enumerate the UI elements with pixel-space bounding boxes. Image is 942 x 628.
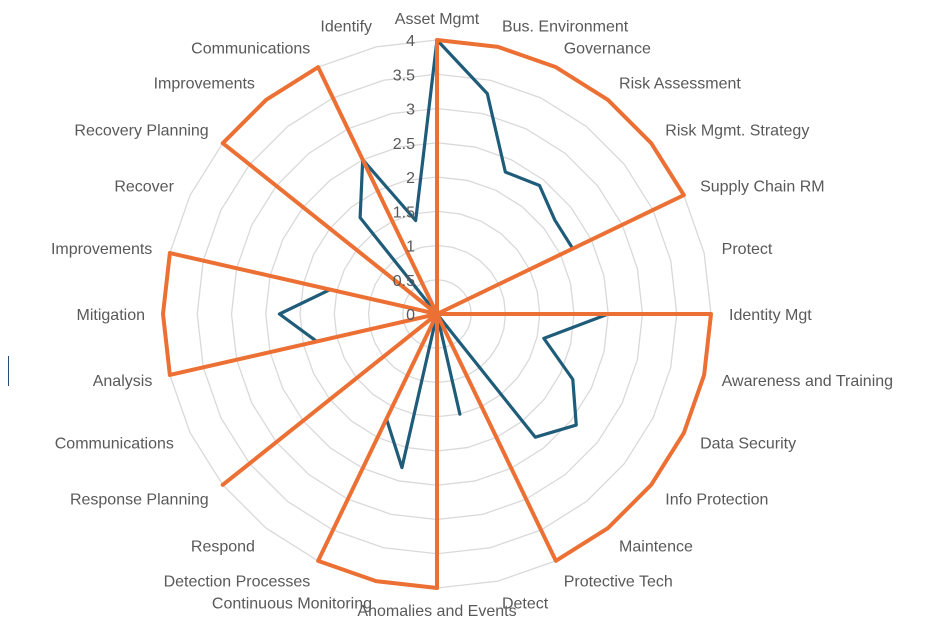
category-label: Risk Assessment	[619, 76, 741, 93]
tick-label: 2	[406, 170, 415, 187]
tick-label: 1	[406, 239, 415, 256]
tick-label: 0.5	[393, 273, 415, 290]
category-label: Detect	[502, 596, 549, 613]
category-label: Anomalies and Events	[357, 603, 516, 620]
category-label: Recovery Planning	[74, 122, 208, 139]
category-label: Improvements	[51, 241, 152, 258]
category-label: Governance	[564, 40, 651, 57]
category-label: Data Security	[700, 435, 796, 452]
category-label: Bus. Environment	[502, 18, 629, 35]
tick-label: 0	[406, 307, 415, 324]
tick-label: 2.5	[393, 136, 415, 153]
category-label: Detection Processes	[164, 574, 311, 591]
category-label: Continuous Monitoring	[212, 596, 372, 613]
category-label: Asset Mgmt	[395, 11, 480, 28]
category-label: Response Planning	[70, 492, 209, 509]
radial-tick-labels: 0 0.5 1 1.5 2 2.5 3 3.5 4	[393, 33, 415, 324]
category-label: Respond	[191, 538, 255, 555]
category-label: Protect	[722, 241, 773, 258]
category-label: Communications	[55, 435, 174, 452]
category-label: Identity Mgt	[729, 307, 812, 324]
series-lines	[161, 38, 713, 590]
category-label: Protective Tech	[564, 574, 673, 591]
category-label: Awareness and Training	[722, 373, 893, 390]
text-cursor	[8, 356, 9, 386]
tick-label: 1.5	[393, 204, 415, 221]
category-label: Identify	[320, 18, 372, 35]
category-label: Recover	[114, 179, 174, 196]
series-line	[161, 38, 713, 590]
tick-label: 4	[406, 33, 415, 50]
category-label: Maintence	[619, 538, 693, 555]
category-label: Communications	[191, 40, 310, 57]
category-label: Info Protection	[665, 492, 768, 509]
category-label: Analysis	[93, 373, 153, 390]
category-label: Risk Mgmt. Strategy	[665, 122, 809, 139]
category-labels: Asset Mgmt Bus. Environment Governance Risk…	[51, 11, 893, 620]
tick-label: 3.5	[393, 67, 415, 84]
category-label: Mitigation	[77, 307, 145, 324]
category-label: Improvements	[154, 76, 255, 93]
category-label: Supply Chain RM	[700, 179, 825, 196]
tick-label: 3	[406, 102, 415, 119]
